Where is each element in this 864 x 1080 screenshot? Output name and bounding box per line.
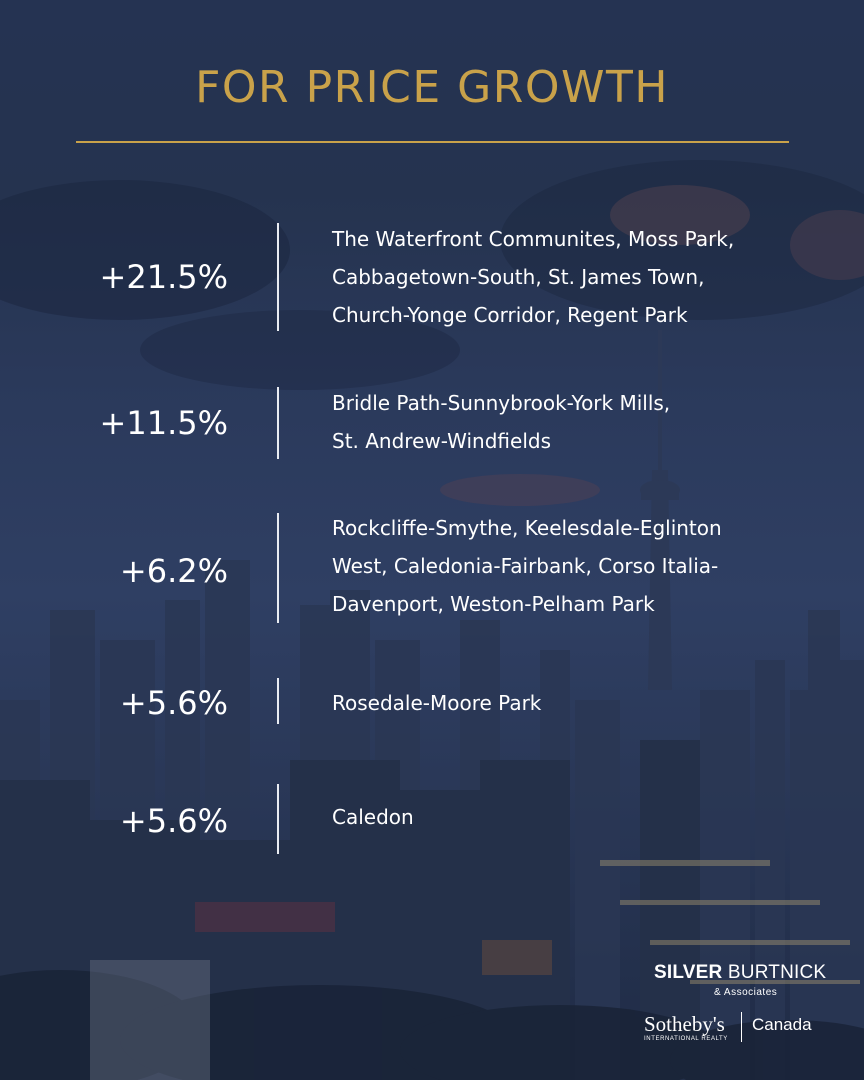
- neighbourhood-list: Bridle Path-Sunnybrook-York Mills, St. A…: [332, 391, 671, 453]
- title-underline: [76, 141, 789, 143]
- logo-brand: Sotheby's: [644, 1012, 725, 1036]
- growth-percent: +21.5%: [99, 258, 228, 296]
- logo-separator: [741, 1012, 742, 1042]
- logo-team-name: SILVER BURTNICK: [654, 962, 827, 983]
- logo-associates: & Associates: [714, 987, 778, 998]
- page-title: FOR PRICE GROWTH: [195, 62, 669, 113]
- row-divider: [277, 678, 279, 724]
- neighbourhood-list: The Waterfront Communites, Moss Park, Ca…: [332, 227, 735, 327]
- neighbourhood-list: Rockcliffe-Smythe, Keelesdale-Eglinton W…: [332, 516, 722, 616]
- row-divider: [277, 223, 279, 331]
- logo-region: Canada: [752, 1015, 812, 1034]
- row-divider: [277, 784, 279, 854]
- growth-percent: +5.6%: [119, 684, 228, 722]
- growth-percent: +6.2%: [119, 552, 228, 590]
- row-divider: [277, 513, 279, 623]
- growth-percent: +11.5%: [99, 404, 228, 442]
- logo-brand-subtitle: INTERNATIONAL REALTY: [644, 1036, 728, 1042]
- growth-percent: +5.6%: [119, 802, 228, 840]
- row-divider: [277, 387, 279, 459]
- neighbourhood-list: Rosedale-Moore Park: [332, 691, 542, 715]
- neighbourhood-list: Caledon: [332, 805, 414, 829]
